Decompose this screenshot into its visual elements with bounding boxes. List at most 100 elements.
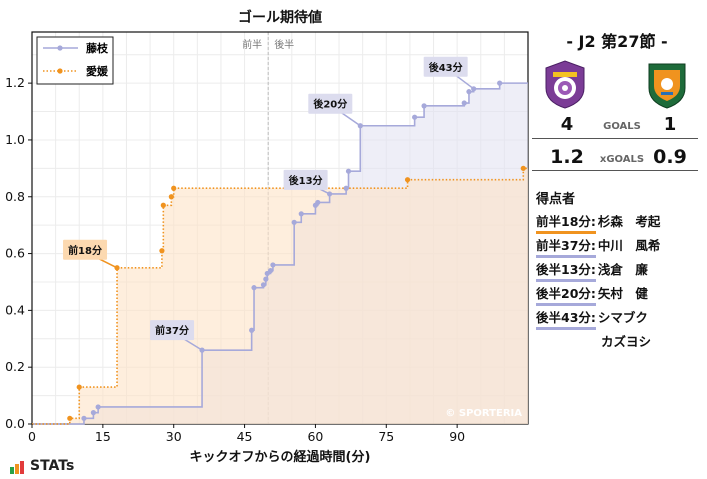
series-point	[421, 103, 427, 109]
series-point	[67, 415, 73, 421]
scorer-row: 前半18分: 杉森 考起	[536, 211, 660, 234]
goals-row: 4 GOALS 1	[532, 114, 698, 139]
scorer-row: 後半43分: シマブク	[536, 307, 648, 330]
annotation-box	[150, 320, 195, 341]
annotation-label: 後13分	[289, 174, 323, 187]
xg-chart: ゴール期待値 前半 後半 0 15 30 45 60 75 90 0.0 0.2 0.4 0.6 0.8…	[5, 9, 529, 465]
x-tick-label: 45	[237, 429, 253, 444]
axis-ticks: 0 15 30 45 60 75 90 0.0 0.2 0.4 0.6 0.8 1.0 1.2	[5, 75, 465, 444]
series-point	[520, 165, 526, 171]
series-point	[270, 262, 276, 268]
annotation-label: 後43分	[429, 61, 463, 74]
xgoals-label: xGOALS	[599, 154, 645, 165]
scorer-name: 杉森 考起	[597, 214, 661, 229]
annotation-label: 前18分	[68, 244, 102, 257]
x-tick-label: 0	[28, 429, 36, 444]
home-goals: 4	[560, 114, 574, 135]
series-point	[260, 282, 267, 288]
scorer-time: 後半13分:	[536, 259, 596, 282]
series-point	[497, 80, 503, 86]
scorer-name: 中川 風希	[597, 238, 661, 253]
series-areas	[32, 83, 528, 424]
stats-bars-icon	[10, 461, 25, 474]
annotation-box	[63, 239, 108, 260]
series-area-1	[32, 168, 528, 424]
scorer-time: 後半20分:	[536, 283, 596, 306]
second-half-label: 後半	[274, 38, 294, 51]
legend: 藤枝 愛媛	[36, 36, 114, 85]
scorer-time	[536, 345, 599, 346]
y-tick-label: 0.6	[5, 246, 25, 261]
series-point	[168, 194, 174, 200]
series-point	[267, 268, 274, 274]
x-tick-label: 15	[95, 429, 111, 444]
y-tick-label: 1.2	[5, 75, 25, 90]
annotation-label: 後20分	[313, 98, 347, 111]
y-tick-label: 1.0	[5, 132, 25, 147]
y-tick-label: 0.4	[5, 302, 25, 317]
series-point	[171, 185, 177, 191]
brand-bar	[15, 464, 19, 474]
away-goals: 1	[663, 114, 677, 135]
series-point	[81, 415, 87, 421]
xgoals-row: 1.2 xGOALS 0.9	[532, 146, 698, 171]
series-point	[90, 410, 97, 416]
series-point	[404, 177, 411, 183]
y-tick-label: 0.8	[5, 189, 25, 204]
legend-label-away: 愛媛	[86, 64, 109, 78]
series-point	[412, 114, 418, 120]
series-point	[466, 89, 472, 95]
first-half-label: 前半	[242, 38, 262, 51]
scorers-heading: 得点者	[536, 192, 576, 207]
scorer-row: 後半13分: 浅倉 廉	[536, 259, 648, 282]
brand-name: STATs	[30, 458, 75, 474]
series-lines	[32, 82, 528, 425]
scorer-time: 後半43分:	[536, 307, 596, 330]
brand-bar	[20, 461, 24, 474]
series-point	[251, 285, 257, 291]
annotation-box	[423, 56, 468, 77]
scorer-name: 浅倉 廉	[597, 262, 648, 277]
brand-bar	[10, 467, 14, 474]
scorer-row: カズヨシ	[536, 331, 651, 350]
chart-title: ゴール期待値	[238, 9, 322, 26]
series-point	[345, 168, 352, 174]
y-tick-label: 0.0	[5, 416, 25, 431]
x-tick-label: 30	[166, 429, 182, 444]
watermark: © SPORTERIA	[445, 408, 522, 419]
scorer-time: 前半18分:	[536, 211, 596, 234]
scorer-name: カズヨシ	[601, 334, 652, 349]
scorer-row: 前半37分: 中川 風希	[536, 235, 660, 258]
series-point	[263, 276, 269, 282]
annotation-label: 前37分	[155, 324, 189, 337]
x-tick-label: 75	[378, 429, 394, 444]
series-line-0	[32, 82, 528, 425]
scorer-time: 前半37分:	[536, 235, 596, 258]
series-point	[160, 202, 166, 208]
goals-label: GOALS	[603, 121, 641, 132]
series-point	[249, 327, 255, 333]
annotation-box	[283, 169, 328, 190]
x-axis-label: キックオフからの経過時間(分)	[190, 449, 371, 465]
y-tick-label: 0.2	[5, 359, 25, 374]
away-crest-icon	[644, 58, 690, 114]
home-crest-icon	[542, 58, 588, 114]
series-point	[291, 219, 297, 225]
brand-logo: STATs	[10, 458, 74, 474]
series-point	[76, 384, 82, 390]
legend-label-home: 藤枝	[86, 41, 109, 55]
match-title: - J2 第27節 -	[566, 32, 668, 51]
series-point	[95, 404, 101, 410]
annotation-box	[308, 93, 353, 114]
legend-marker-home	[57, 45, 63, 51]
x-tick-label: 90	[449, 429, 465, 444]
x-tick-label: 60	[307, 429, 323, 444]
scorer-row: 後半20分: 矢村 健	[536, 283, 648, 306]
scorer-name: シマブク	[597, 310, 648, 325]
legend-marker-away	[57, 68, 63, 74]
series-point	[159, 248, 165, 254]
series-point	[461, 100, 467, 106]
away-xg: 0.9	[653, 146, 687, 168]
scorer-name: 矢村 健	[597, 286, 648, 301]
